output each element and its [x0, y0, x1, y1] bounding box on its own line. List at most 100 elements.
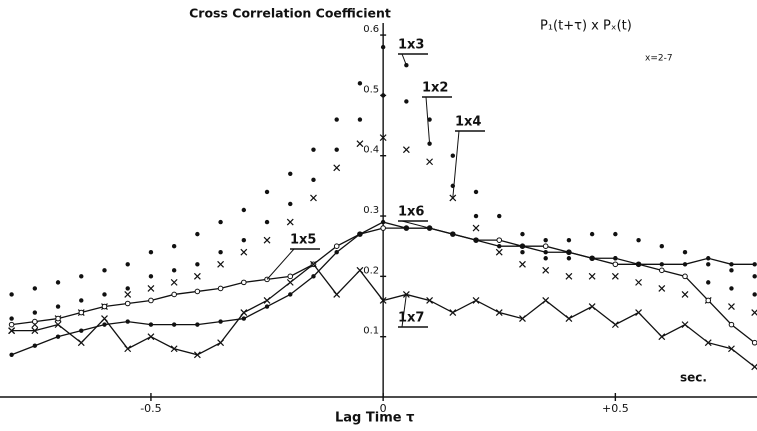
dot-marker: [32, 343, 38, 348]
dot-marker: [566, 237, 572, 243]
dot-marker: [79, 274, 84, 279]
cross-marker: [635, 309, 642, 316]
dot-marker: [380, 44, 386, 50]
dot-marker: [79, 328, 84, 333]
cross-marker: [751, 309, 757, 316]
cross-marker: [704, 339, 712, 347]
dot-marker: [79, 298, 84, 303]
leader-line: [452, 130, 460, 198]
dot-marker: [450, 231, 456, 237]
cross-marker: [379, 134, 387, 142]
cross-marker: [588, 272, 596, 280]
dot-marker: [520, 243, 525, 249]
circle-marker: [333, 243, 340, 249]
dot-marker: [218, 250, 223, 255]
dot-marker: [55, 334, 61, 339]
dot-marker: [148, 322, 154, 327]
dot-marker: [171, 322, 177, 327]
cross-marker: [170, 345, 178, 353]
dot-marker: [102, 292, 107, 297]
cross-marker: [31, 327, 39, 335]
cross-marker: [426, 158, 434, 166]
y-tick-label: 0.4: [363, 145, 379, 156]
dot-marker: [241, 237, 247, 243]
circle-marker: [658, 267, 665, 274]
dot-marker: [752, 274, 757, 279]
cross-marker: [8, 327, 16, 335]
circle-marker: [542, 243, 549, 249]
dot-marker: [125, 319, 130, 324]
dot-marker: [334, 117, 339, 122]
x-tick-label: -0.5: [140, 402, 161, 415]
cross-marker: [240, 309, 248, 316]
dot-marker: [473, 189, 479, 195]
leader-line: [401, 294, 407, 328]
dot-marker: [473, 237, 479, 243]
cross-marker: [286, 278, 294, 286]
dot-marker: [566, 256, 572, 261]
cross-marker: [101, 315, 108, 323]
dot-marker: [729, 286, 734, 291]
circle-marker: [32, 318, 38, 325]
circle-marker: [496, 237, 503, 243]
dot-marker: [195, 231, 200, 237]
dot-marker: [357, 81, 363, 86]
dot-marker: [520, 250, 525, 255]
circle-marker: [728, 321, 735, 328]
cross-marker: [263, 236, 271, 244]
dot-marker: [427, 117, 432, 122]
dot-marker: [264, 189, 270, 195]
cross-marker: [402, 146, 410, 154]
dot-marker: [195, 262, 200, 267]
dot-marker: [636, 262, 641, 267]
dot-marker: [125, 286, 130, 291]
series-label: 1x7: [398, 311, 424, 326]
dot-marker: [9, 292, 14, 297]
dot-marker: [404, 99, 409, 104]
dot-marker: [706, 262, 711, 267]
leader-line: [401, 53, 407, 66]
y-tick-label: 0.5: [363, 84, 379, 95]
circle-marker: [241, 279, 247, 286]
dot-marker: [659, 262, 664, 267]
series-label: 1x5: [290, 233, 316, 248]
dot-marker: [636, 237, 641, 243]
dot-marker: [752, 262, 757, 267]
cross-marker: [635, 278, 642, 286]
cross-marker: [495, 248, 503, 256]
circle-marker: [8, 321, 15, 328]
circle-marker: [101, 303, 108, 310]
dot-marker: [195, 322, 200, 327]
dot-marker: [404, 225, 409, 231]
cross-marker: [658, 284, 666, 292]
cross-marker: [77, 339, 85, 347]
chart-title: Cross Correlation Coefficient: [189, 6, 391, 21]
cross-marker: [263, 297, 271, 304]
dot-marker: [334, 147, 339, 152]
cross-marker: [124, 345, 132, 353]
dot-marker: [125, 262, 130, 267]
dot-marker: [241, 207, 247, 213]
cross-marker: [217, 339, 225, 347]
dot-marker: [241, 316, 247, 321]
x-tick-label: 0: [380, 402, 387, 415]
cross-marker: [495, 309, 503, 316]
cross-marker: [54, 321, 62, 329]
circle-marker: [612, 261, 619, 268]
x-axis-label: Lag Time τ: [335, 411, 414, 426]
cross-marker: [611, 321, 619, 329]
circle-marker: [705, 297, 712, 304]
dot-marker: [543, 250, 548, 255]
cross-marker: [426, 297, 434, 304]
cross-marker: [565, 272, 573, 280]
cross-marker: [681, 321, 689, 329]
dot-marker: [566, 250, 572, 255]
y-tick-label: 0.3: [363, 205, 379, 216]
leader-line: [401, 220, 430, 229]
dot-marker: [659, 243, 664, 249]
cross-marker: [193, 272, 201, 280]
series-label: 1x4: [455, 115, 481, 130]
y-tick-label: 0.6: [363, 24, 379, 35]
dot-marker: [543, 256, 548, 261]
